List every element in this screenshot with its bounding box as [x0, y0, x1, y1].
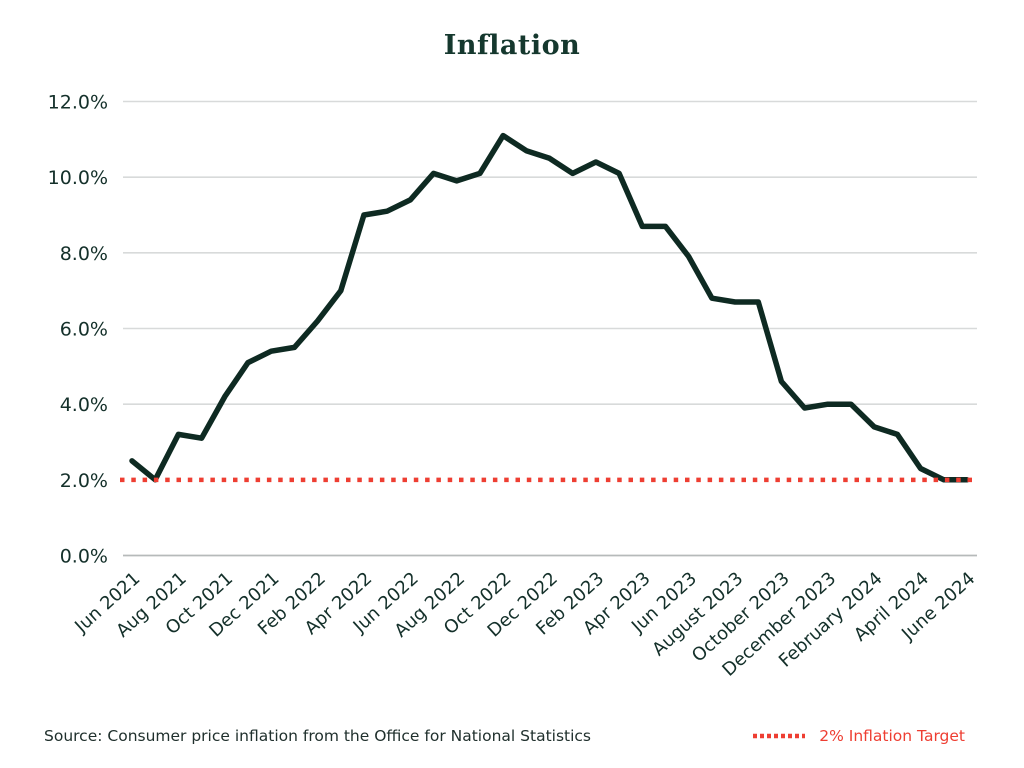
dotted-line-icon — [753, 733, 806, 739]
y-tick-label: 8.0% — [60, 243, 108, 265]
inflation-line — [129, 132, 970, 483]
legend-label: 2% Inflation Target — [819, 727, 965, 745]
legend-2pct-target: 2% Inflation Target — [752, 727, 965, 745]
y-tick-label: 2.0% — [60, 470, 108, 492]
chart-title: Inflation — [443, 30, 581, 61]
source-note: Source: Consumer price inflation from th… — [44, 727, 592, 745]
y-tick-label: 12.0% — [48, 92, 108, 114]
y-tick-label: 10.0% — [48, 167, 108, 189]
y-tick-label: 6.0% — [60, 319, 108, 341]
line-chart: 0.0%2.0%4.0%6.0%8.0%10.0%12.0%Jun 2021Au… — [48, 92, 980, 681]
footer: Source: Consumer price inflation from th… — [44, 724, 965, 748]
y-tick-label: 0.0% — [60, 546, 108, 568]
y-tick-label: 4.0% — [60, 394, 108, 416]
